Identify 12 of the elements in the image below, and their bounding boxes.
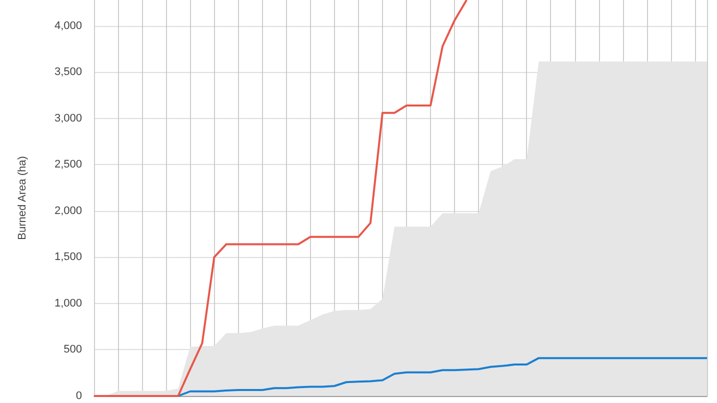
y-axis-title: Burned Area (ha) bbox=[16, 156, 28, 240]
y-tick-label: 2,500 bbox=[54, 158, 82, 171]
y-tick-label: 4,000 bbox=[54, 20, 82, 32]
y-tick-label: 0 bbox=[76, 390, 82, 402]
y-tick-label: 3,500 bbox=[54, 66, 82, 78]
line-series bbox=[93, 0, 468, 397]
line-series bbox=[177, 357, 708, 397]
y-tick-label: 1,000 bbox=[54, 297, 82, 310]
y-tick-label: 3,000 bbox=[54, 112, 82, 124]
y-tick-label: 1,500 bbox=[54, 251, 82, 264]
y-tick-label: 500 bbox=[64, 344, 82, 356]
y-tick-label: 2,000 bbox=[54, 204, 82, 217]
